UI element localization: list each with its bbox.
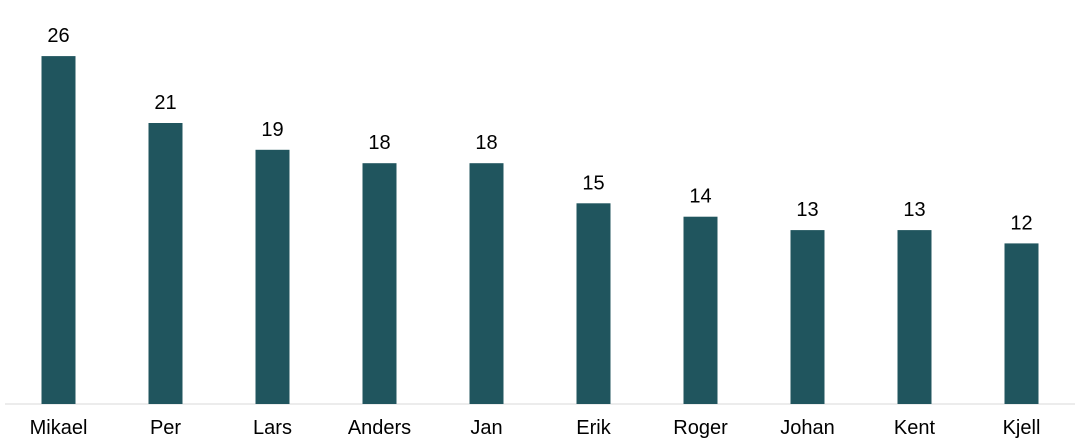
data-label-anders: 18 (368, 132, 390, 154)
data-label-per: 21 (154, 92, 176, 114)
x-tick-label-lars: Lars (253, 417, 292, 439)
x-tick-label-per: Per (150, 417, 181, 439)
data-label-erik: 15 (582, 172, 604, 194)
x-tick-label-johan: Johan (780, 417, 835, 439)
bar-per (148, 123, 183, 404)
data-label-johan: 13 (796, 199, 818, 221)
bars (41, 56, 1039, 404)
data-label-kjell: 12 (1010, 212, 1032, 234)
x-axis-tick-labels: Mikael Per Lars Anders Jan Erik Roger Johan Kent… (30, 417, 1041, 439)
data-label-kent: 13 (903, 199, 925, 221)
data-label-lars: 19 (261, 119, 283, 141)
data-label-jan: 18 (475, 132, 497, 154)
x-tick-label-kjell: Kjell (1003, 417, 1041, 439)
x-tick-label-anders: Anders (348, 417, 411, 439)
bar-lars (255, 149, 290, 404)
x-tick-label-kent: Kent (894, 417, 936, 439)
bar-roger (683, 216, 718, 404)
x-tick-label-jan: Jan (470, 417, 502, 439)
bar-johan (790, 230, 825, 404)
bar-jan (469, 163, 504, 404)
bar-erik (576, 203, 611, 404)
data-labels: 26 21 19 18 18 15 14 13 13 12 (47, 25, 1032, 234)
bar-mikael (41, 56, 76, 404)
bar-kent (897, 230, 932, 404)
data-label-roger: 14 (689, 186, 711, 208)
bar-kjell (1004, 243, 1039, 404)
x-tick-label-mikael: Mikael (30, 417, 88, 439)
bar-anders (362, 163, 397, 404)
x-tick-label-erik: Erik (576, 417, 611, 439)
data-label-mikael: 26 (47, 25, 69, 47)
x-tick-label-roger: Roger (673, 417, 728, 439)
